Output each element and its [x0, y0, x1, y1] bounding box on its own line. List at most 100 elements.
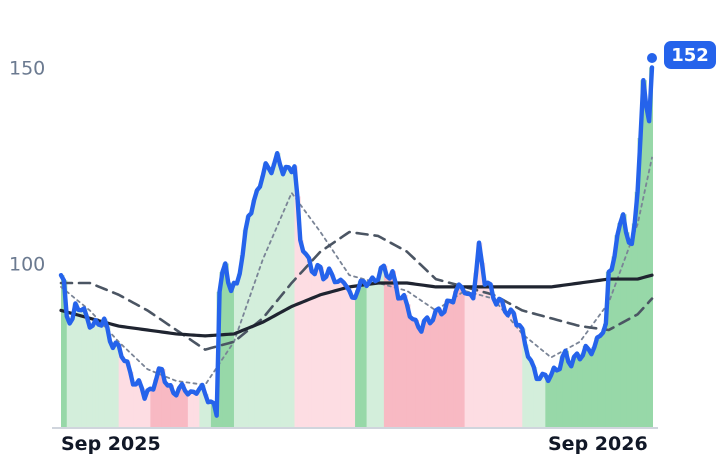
region-bull_strong-bar: [562, 350, 567, 428]
region-bear_light-bar: [331, 274, 336, 428]
region-bull_light-bar: [254, 190, 258, 428]
region-bull_strong-bar: [556, 369, 561, 428]
region-bull_strong-bar: [602, 323, 607, 428]
x-tick-label: Sep 2026: [548, 433, 648, 455]
region-bull_light-bar: [265, 163, 270, 429]
region-bull_light-bar: [259, 175, 264, 428]
region-bull_light-bar: [522, 328, 526, 428]
region-bull_light-bar: [530, 360, 535, 428]
region-bull_strong-bar: [559, 356, 564, 428]
region-bear_light-bar: [147, 388, 151, 428]
region-bear_strong-bar: [415, 319, 419, 428]
region-bull_strong-bar: [219, 272, 223, 428]
region-bull_light-bar: [110, 341, 114, 428]
region-bull_strong-bar: [225, 263, 229, 428]
region-bear_light-bar: [496, 298, 500, 428]
region-bear_strong-bar: [453, 291, 457, 428]
region-bear_light-bar: [513, 312, 518, 428]
region-bull_strong-bar: [577, 353, 581, 428]
region-bear_light-bar: [190, 391, 195, 428]
region-bear_light-bar: [294, 166, 298, 428]
region-bull_strong-bar: [551, 367, 555, 428]
region-bull_light-bar: [257, 186, 261, 428]
region-bull_strong-bar: [355, 290, 359, 428]
region-bull_light-bar: [115, 342, 120, 428]
region-bear_light-bar: [193, 391, 197, 428]
region-bear_strong-bar: [458, 284, 463, 428]
region-bear_light-bar: [127, 361, 131, 428]
region-bear_light-bar: [487, 282, 492, 428]
region-bull_light-bar: [262, 163, 267, 429]
region-bear_light-bar: [464, 293, 468, 428]
region-bull_strong-bar: [548, 375, 552, 428]
region-bull_strong-bar: [611, 256, 616, 428]
region-bear_light-bar: [124, 360, 128, 428]
region-bull_light-bar: [89, 325, 94, 428]
last-value-badge: 152: [647, 41, 716, 69]
region-bull_strong-bar: [631, 223, 636, 428]
region-bull_strong-bar: [582, 345, 587, 428]
region-bear_light-bar: [473, 272, 477, 428]
region-bear_light-bar: [467, 293, 471, 428]
region-bear_strong-bar: [176, 387, 180, 428]
x-axis-ticks: Sep 2025 Sep 2026: [61, 433, 648, 455]
region-bear_strong-bar: [159, 368, 163, 428]
region-bear_strong-bar: [398, 298, 402, 428]
series-lines: [58, 65, 655, 418]
region-bull_strong-bar: [565, 350, 569, 428]
region-bull_strong-bar: [628, 242, 633, 428]
region-bear_strong-bar: [401, 295, 405, 428]
region-bull_strong-bar: [360, 280, 365, 428]
region-bear_light-bar: [317, 265, 321, 428]
region-bull_light-bar: [69, 318, 74, 428]
region-bear_strong-bar: [156, 368, 160, 428]
region-bull_strong-bar: [594, 337, 598, 428]
regime-regions: [61, 67, 653, 429]
region-bear_light-bar: [118, 345, 123, 428]
region-bear_strong-bar: [418, 327, 422, 428]
region-bull_light-bar: [288, 167, 293, 429]
region-bull_strong-bar: [600, 332, 604, 428]
region-bull_strong-bar: [649, 67, 653, 429]
region-bear_strong-bar: [438, 308, 443, 428]
region-bull_strong-bar: [626, 232, 630, 428]
region-bull_light-bar: [208, 401, 212, 428]
region-bear_light-bar: [138, 380, 143, 428]
region-bear_strong-bar: [184, 390, 189, 428]
region-bull_light-bar: [245, 216, 249, 428]
region-bull_strong-bar: [608, 269, 613, 428]
region-bear_light-bar: [470, 294, 474, 428]
region-bull_light-bar: [205, 393, 209, 428]
region-bear_strong-bar: [450, 301, 454, 428]
region-bull_strong-bar: [617, 223, 621, 428]
region-bull_strong-bar: [363, 281, 368, 428]
region-bear_strong-bar: [386, 276, 391, 428]
region-bull_light-bar: [251, 199, 255, 428]
region-bear_strong-bar: [421, 320, 425, 428]
region-bear_light-bar: [308, 258, 313, 428]
region-bull_light-bar: [233, 282, 238, 428]
region-bear_light-bar: [504, 311, 509, 428]
region-bear_light-bar: [334, 281, 339, 428]
region-bear_strong-bar: [427, 317, 431, 428]
region-bull_light-bar: [274, 153, 278, 428]
region-bull_strong-bar: [231, 282, 235, 428]
region-bull_light-bar: [528, 356, 532, 428]
region-bull_light-bar: [75, 303, 79, 428]
region-bull_light-bar: [81, 308, 85, 428]
region-bear_light-bar: [187, 391, 192, 428]
region-bear_strong-bar: [182, 384, 186, 428]
region-bull_light-bar: [107, 326, 111, 428]
region-bear_light-bar: [479, 242, 483, 428]
slow-ma-line: [59, 273, 654, 338]
region-bull_strong-bar: [643, 80, 647, 428]
region-bear_light-bar: [493, 298, 497, 428]
region-bull_strong-bar: [553, 367, 558, 428]
region-bull_strong-bar: [646, 106, 650, 428]
region-bull_light-bar: [271, 163, 275, 428]
region-bear_light-bar: [507, 309, 512, 428]
region-bear_strong-bar: [170, 385, 174, 428]
region-bear_strong-bar: [455, 284, 460, 428]
region-bear_light-bar: [326, 268, 330, 428]
